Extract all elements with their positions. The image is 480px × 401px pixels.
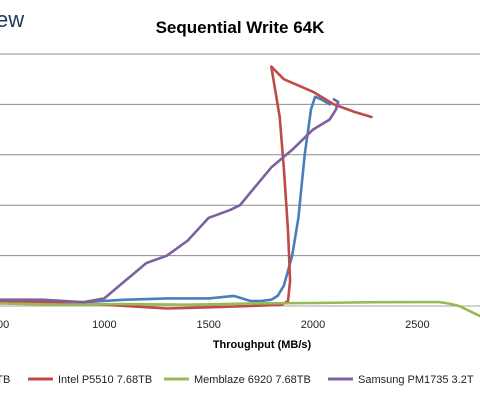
x-tick-0: 1000: [92, 319, 116, 331]
series-line-0: [0, 95, 331, 304]
legend-label-1: Intel P5510 7.68TB: [58, 374, 152, 386]
series-line-3: [0, 98, 340, 304]
x-tick-3: 2500: [405, 319, 429, 331]
x-axis-ticks: 00 1000 1500 2000 2500: [0, 319, 430, 331]
plot-area: [0, 65, 480, 318]
series-line-2: [0, 300, 480, 318]
x-axis-title: Throughput (MB/s): [213, 339, 312, 351]
gridlines: [0, 53, 480, 307]
x-tick-2: 2000: [301, 319, 325, 331]
legend-label-3: Samsung PM1735 3.2T: [358, 374, 474, 386]
legend: 68TB Intel P5510 7.68TB Memblaze 6920 7.68…: [0, 374, 474, 386]
x-tick-clipped: 00: [0, 319, 9, 331]
legend-label-0: 68TB: [0, 374, 10, 386]
logo-fragment: ew: [0, 7, 24, 32]
chart-title: Sequential Write 64K: [156, 18, 326, 37]
legend-label-2: Memblaze 6920 7.68TB: [194, 374, 311, 386]
x-tick-1: 1500: [196, 319, 220, 331]
series-line-1: [0, 65, 373, 310]
